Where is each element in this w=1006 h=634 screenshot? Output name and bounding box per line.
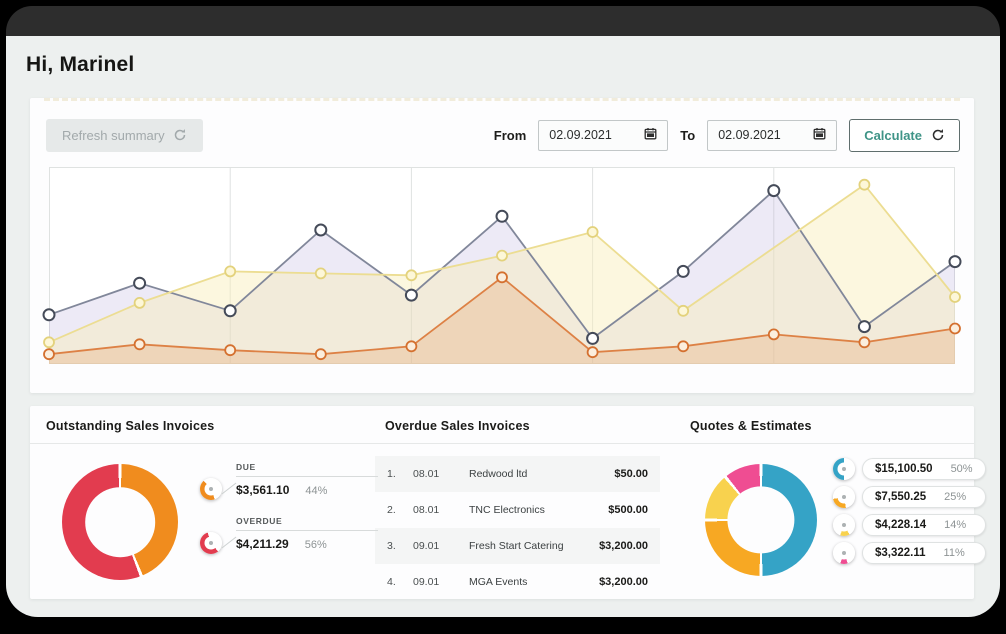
table-row[interactable]: 1. 08.01 Redwood ltd $50.00 [375,456,660,492]
row-amount: $50.00 [614,468,648,480]
quotes-donut-chart [705,464,817,576]
refresh-icon [173,128,187,142]
legend-item-overdue: OVERDUE $4,211.29 56% [200,516,378,554]
quotes-panel: $15,100.50 50% $7,550.25 25% [670,456,1000,600]
to-date-input[interactable]: 02.09.2021 [707,119,838,151]
row-customer: Redwood ltd [469,468,528,480]
quote-amount: $3,322.11 [875,547,926,559]
calendar-icon[interactable] [813,127,826,143]
due-amount: $3,561.10 [236,483,290,497]
overdue-label: OVERDUE [236,516,283,526]
line-chart-svg [42,167,962,364]
table-row[interactable]: 4. 09.01 MGA Events $3,200.00 [375,564,660,600]
legend-item: $7,550.25 25% [833,486,986,508]
window-titlebar [6,6,1000,36]
row-index: 3. [387,540,396,552]
calendar-icon[interactable] [644,127,657,143]
legend-item: $4,228.14 14% [833,514,986,536]
row-customer: MGA Events [469,576,528,588]
table-row[interactable]: 2. 08.01 TNC Electronics $500.00 [375,492,660,528]
overdue-percent: 56% [304,539,327,551]
quote-amount: $15,100.50 [875,463,933,475]
row-date: 09.01 [413,576,440,588]
panels-card: Outstanding Sales Invoices Overdue Sales… [30,406,986,600]
row-index: 2. [387,504,396,516]
overdue-amount: $4,211.29 [236,537,289,551]
row-date: 08.01 [413,504,440,516]
quote-percent: 11% [943,547,965,559]
page-title: Hi, Marinel [26,53,135,76]
overdue-title: Overdue Sales Invoices [385,419,530,433]
row-amount: $500.00 [608,504,648,516]
due-label: DUE [236,462,256,472]
overdue-panel: 1. 08.01 Redwood ltd $50.00 2. 08.01 TNC… [355,456,670,600]
page-content: Hi, Marinel Refresh summary From 02.09.2… [6,36,1000,617]
row-amount: $3,200.00 [599,576,648,588]
quote-percent: 25% [944,491,967,503]
from-label: From [493,127,527,143]
date-range-controls: From 02.09.2021 To 02.09.2021 [493,118,960,152]
app-window: Hi, Marinel Refresh summary From 02.09.2… [6,6,1000,617]
quote-amount: $7,550.25 [875,491,927,503]
quote-mini-donut-icon [833,542,855,564]
outstanding-title: Outstanding Sales Invoices [46,419,215,433]
panels-body: DUE $3,561.10 44% OVERDUE [30,444,986,600]
summary-line-chart [42,167,962,364]
quote-amount: $4,228.14 [875,519,927,531]
to-label: To [680,127,696,143]
row-index: 1. [387,468,396,480]
outstanding-panel: DUE $3,561.10 44% OVERDUE [30,456,378,600]
row-date: 08.01 [413,468,440,480]
from-date-value: 02.09.2021 [549,128,612,142]
row-date: 09.01 [413,540,440,552]
refresh-icon [931,128,945,142]
row-index: 4. [387,576,396,588]
legend-connector-line [221,536,237,549]
row-amount: $3,200.00 [599,540,648,552]
quote-mini-donut-icon [833,514,855,536]
row-customer: TNC Electronics [469,504,545,516]
summary-toolbar: Refresh summary From 02.09.2021 To [30,101,974,157]
quotes-title: Quotes & Estimates [690,419,812,433]
refresh-summary-label: Refresh summary [62,127,165,143]
to-date-value: 02.09.2021 [718,128,781,142]
quote-mini-donut-icon [833,486,855,508]
quote-percent: 50% [950,463,973,475]
legend-item: $3,322.11 11% [833,542,986,564]
legend-item: $15,100.50 50% [833,458,986,480]
legend-item-due: DUE $3,561.10 44% [200,462,378,500]
outstanding-legend: DUE $3,561.10 44% OVERDUE [200,462,378,600]
calculate-button[interactable]: Calculate [849,118,960,152]
from-date-input[interactable]: 02.09.2021 [538,119,669,151]
quotes-legend: $15,100.50 50% $7,550.25 25% [833,458,986,600]
summary-card: Refresh summary From 02.09.2021 To [30,98,974,393]
due-percent: 44% [305,485,328,497]
refresh-summary-button[interactable]: Refresh summary [46,118,203,152]
outstanding-donut-chart [62,464,178,580]
table-row[interactable]: 3. 09.01 Fresh Start Catering $3,200.00 [375,528,660,564]
legend-connector-line [221,482,237,495]
overdue-mini-donut-icon [200,532,222,554]
row-customer: Fresh Start Catering [469,540,564,552]
quote-mini-donut-icon [833,458,855,480]
calculate-label: Calculate [864,127,922,143]
due-mini-donut-icon [200,478,222,500]
quote-percent: 14% [944,519,967,531]
panels-header: Outstanding Sales Invoices Overdue Sales… [30,406,974,444]
dashed-divider [44,98,960,101]
